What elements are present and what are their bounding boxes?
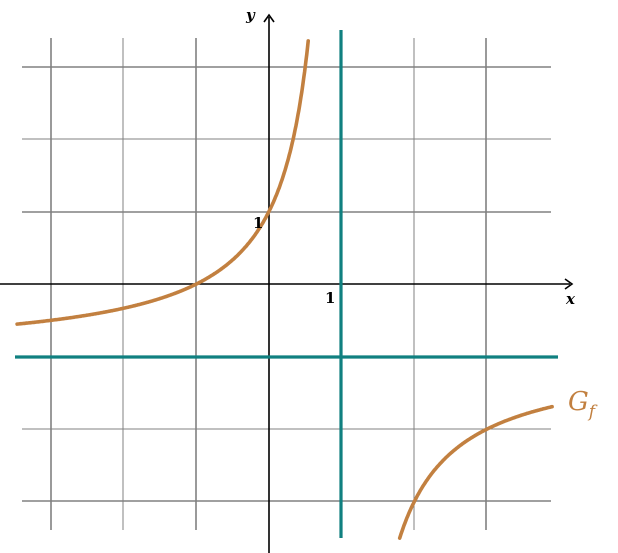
x-axis-label: x — [565, 290, 576, 308]
asymptotes — [15, 30, 558, 538]
axes — [0, 13, 574, 553]
curve-left-branch — [15, 39, 310, 326]
curve-right-branch — [397, 404, 554, 540]
y-axis-label: y — [245, 6, 256, 24]
function-label: Gf — [568, 387, 598, 422]
x-axis-arrow-icon — [564, 278, 574, 290]
y-axis-arrow-icon — [263, 13, 275, 23]
function-curve — [15, 39, 554, 540]
x-tick-label: 1 — [325, 289, 335, 307]
y-tick-label: 1 — [253, 214, 263, 232]
